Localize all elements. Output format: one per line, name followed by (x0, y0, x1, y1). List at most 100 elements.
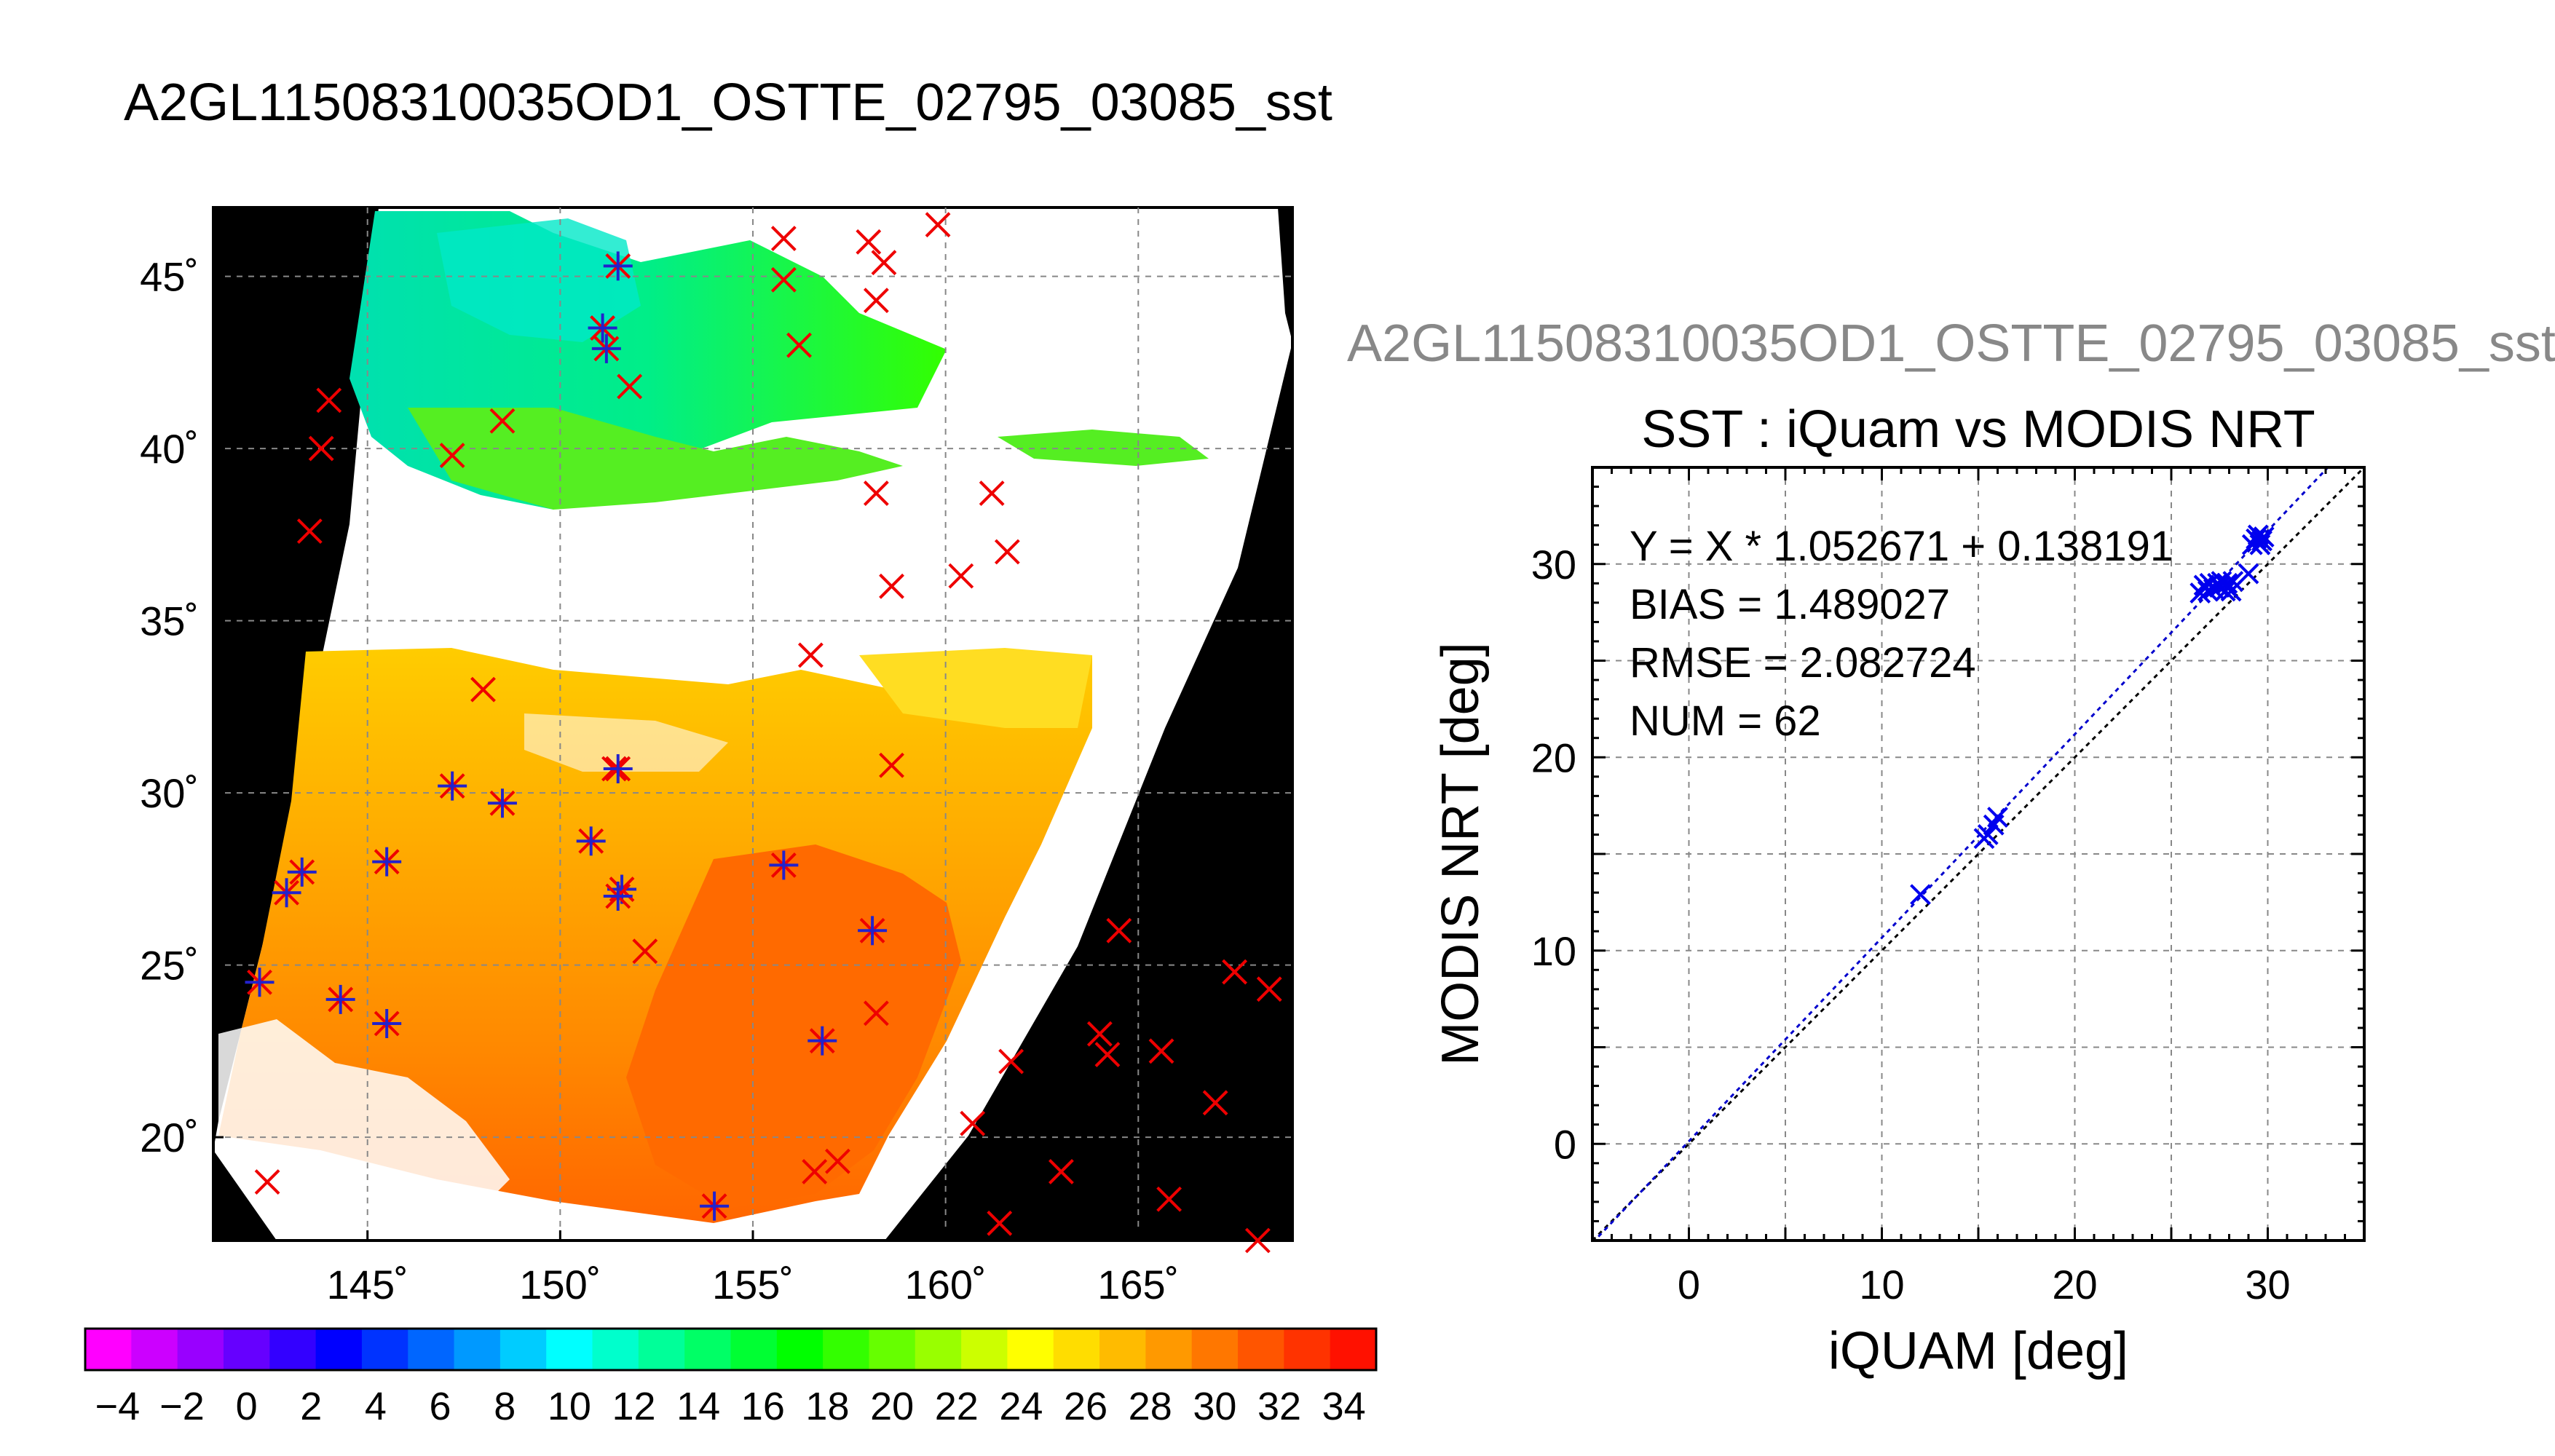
colorbar-segment (1238, 1329, 1284, 1370)
red-x-marker (863, 480, 889, 507)
colorbar-segment (499, 1329, 547, 1370)
red-x-marker-stroke (1049, 1158, 1074, 1184)
blue-star-marker (858, 916, 888, 946)
red-x-marker (802, 1158, 828, 1184)
colorbar-tick-label: 10 (548, 1385, 591, 1428)
blue-star-marker (603, 251, 633, 281)
colorbar-tick-label: 26 (1064, 1385, 1107, 1428)
scatter-y-tick-label: 10 (1531, 928, 1576, 974)
colorbar-segment (592, 1329, 639, 1370)
map-lat-tick-label: 35˚ (140, 598, 199, 644)
red-x-marker-stroke (1202, 1090, 1228, 1116)
blue-star-marker (325, 984, 355, 1014)
red-x-marker-stroke (856, 229, 882, 255)
red-x-marker-stroke (1086, 1021, 1113, 1047)
red-x-marker-stroke (871, 250, 897, 276)
sst-map: 145˚ 150˚ 155˚ 160˚ 165˚ 20˚ 25˚ 30˚ 35˚ 40˚ 45˚ (140, 206, 1294, 1307)
scatter-point (2222, 571, 2244, 593)
red-x-marker (786, 332, 812, 358)
red-x-marker (979, 480, 1005, 507)
scatter-point-stroke (2216, 572, 2238, 594)
map-lat-tick-label: 40˚ (140, 426, 199, 472)
scatter-points (1910, 524, 2275, 906)
red-x-marker (1202, 1090, 1228, 1116)
scatter-plot: 0 10 20 30 0 10 20 30 Y = X * 1.052671 + 0.138… (1431, 466, 2366, 1380)
red-x-marker-stroke (489, 408, 516, 434)
colorbar-segment (961, 1329, 1008, 1370)
scatter-tick-marks (1591, 466, 2366, 1242)
map-lon-tick-label: 155˚ (712, 1262, 794, 1307)
blue-star-marker (372, 1009, 402, 1039)
annotation-bias: BIAS = 1.489027 (1630, 581, 1950, 628)
red-x-marker (994, 539, 1020, 565)
red-x-marker (1256, 976, 1282, 1002)
colorbar-segment (315, 1329, 363, 1370)
scatter-point-stroke (2238, 563, 2259, 585)
scatter-point-stroke (1983, 814, 2005, 836)
map-blue-markers (245, 251, 888, 1221)
red-x-marker (1094, 1042, 1121, 1067)
red-x-marker (770, 266, 797, 293)
red-x-marker (489, 408, 516, 434)
red-x-marker-stroke (296, 518, 323, 545)
colorbar-tick-label: 28 (1129, 1385, 1172, 1428)
red-x-marker (1049, 1158, 1074, 1184)
blue-star-marker (487, 788, 517, 818)
red-x-marker (1156, 1186, 1182, 1212)
red-x-marker (998, 1048, 1024, 1075)
colorbar-segment (131, 1329, 178, 1370)
red-x-marker-stroke (1094, 1042, 1121, 1067)
red-x-marker-stroke (879, 573, 904, 599)
map-lat-tick-label: 45˚ (140, 254, 199, 300)
cloud-patch-sw (218, 1019, 510, 1223)
colorbar-tick-label: 0 (236, 1385, 258, 1428)
colorbar-segment (361, 1329, 408, 1370)
colorbar-tick-label: 2 (300, 1385, 322, 1428)
red-x-marker (1086, 1021, 1113, 1047)
red-x-marker-stroke (1256, 976, 1282, 1002)
colorbar-tick-labels: −4 −2 0 2 4 6 8 10 12 14 16 18 20 22 24 26 28 30 32 34 (95, 1385, 1366, 1428)
fit-line (1593, 467, 2330, 1241)
red-x-marker-stroke (825, 1148, 850, 1174)
scatter-x-tick-label: 30 (2245, 1262, 2290, 1307)
map-lon-tick-label: 145˚ (327, 1262, 408, 1307)
green-patch-east (998, 430, 1209, 466)
colorbar-tick-label: 16 (741, 1385, 785, 1428)
red-x-marker (308, 435, 334, 462)
red-x-marker (617, 373, 643, 400)
map-lon-tick-label: 150˚ (519, 1262, 601, 1307)
scatter-point (1983, 814, 2005, 836)
red-x-marker-stroke (863, 1000, 889, 1026)
colorbar-segment (730, 1329, 778, 1370)
scatter-y-tick-label: 30 (1531, 542, 1576, 587)
red-x-marker-stroke (960, 1110, 986, 1136)
colorbar-segment (1330, 1329, 1377, 1370)
yellow-band (859, 648, 1092, 728)
red-x-marker (1106, 917, 1132, 943)
colorbar-segment (823, 1329, 869, 1370)
red-x-marker-stroke (979, 480, 1005, 507)
red-x-marker-stroke (802, 1158, 828, 1184)
annotation-num: NUM = 62 (1630, 697, 1821, 745)
colorbar-tick-label: −2 (159, 1385, 205, 1428)
scatter-x-tick-label: 20 (2052, 1262, 2097, 1307)
blue-star-marker (438, 771, 467, 801)
blue-star-marker (769, 850, 799, 880)
map-gridlines (213, 207, 1292, 1241)
red-x-marker (879, 752, 904, 778)
colorbar-segment (1007, 1329, 1054, 1370)
colorbar-segment (776, 1329, 824, 1370)
red-x-marker (987, 1210, 1013, 1236)
red-x-marker-stroke (994, 539, 1020, 565)
colorbar-tick-label: 12 (612, 1385, 655, 1428)
colorbar-tick-label: 30 (1193, 1385, 1236, 1428)
red-x-marker (1148, 1038, 1174, 1064)
map-lat-tick-labels: 20˚ 25˚ 30˚ 35˚ 40˚ 45˚ (140, 254, 199, 1160)
map-lon-tick-labels: 145˚ 150˚ 155˚ 160˚ 165˚ (327, 1262, 1180, 1307)
red-x-marker-stroke (987, 1210, 1013, 1236)
red-x-marker (948, 563, 974, 589)
blue-star-marker (588, 313, 617, 343)
red-x-marker-stroke (632, 938, 658, 965)
colorbar-tick-label: 20 (870, 1385, 914, 1428)
